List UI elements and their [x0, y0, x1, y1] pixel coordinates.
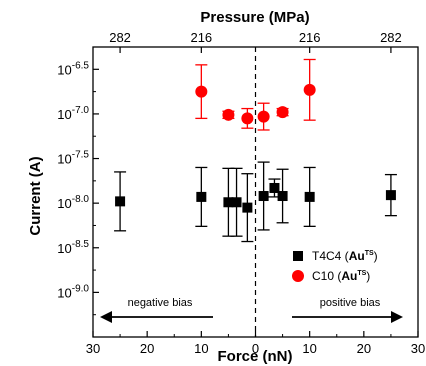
- data-point-0-1: [196, 191, 207, 202]
- y-tick-label-3: 10-8.0: [57, 194, 89, 211]
- top-axis-title: Pressure (MPa): [200, 9, 309, 26]
- x-tick-label-4: 10: [302, 341, 316, 356]
- legend-marker-0: [293, 251, 303, 261]
- data-point-0-3: [231, 197, 242, 208]
- x2-tick-label-2: 216: [299, 30, 321, 45]
- x-tick-label-1: 20: [140, 341, 154, 356]
- x2-tick-label-3: 282: [380, 30, 402, 45]
- x-tick-label-5: 20: [357, 341, 371, 356]
- data-point-0-9: [385, 190, 396, 201]
- annotation-positive-bias: positive bias: [320, 297, 381, 309]
- annotation-layer: negative bias positive bias: [100, 297, 403, 323]
- data-point-0-4: [242, 202, 253, 213]
- data-point-1-1: [222, 108, 235, 121]
- data-point-1-2: [241, 112, 254, 125]
- data-point-0-2: [223, 197, 234, 208]
- bottom-axis-title: Force (nN): [218, 348, 293, 365]
- x-tick-label-3: 0: [252, 341, 259, 356]
- data-point-0-0: [115, 196, 126, 207]
- y-tick-label-0: 10-6.5: [57, 60, 89, 77]
- x2-tick-label-0: 282: [109, 30, 131, 45]
- plot-frame: [92, 46, 419, 338]
- x-tick-label-2: 10: [194, 341, 208, 356]
- data-point-0-7: [277, 191, 288, 202]
- tick-layer: 30 20 10 0 10 20 30 282 216 216 282 10-6.5 10-7.0 10-…: [57, 30, 425, 356]
- x-tick-label-6: 30: [411, 341, 425, 356]
- annotation-negative-bias: negative bias: [128, 297, 193, 309]
- x2-tick-label-1: 216: [190, 30, 212, 45]
- legend-marker-1: [292, 270, 304, 282]
- arrow-left-head: [100, 311, 112, 323]
- data-point-1-4: [276, 106, 289, 119]
- y-axis-title: Current (A): [27, 156, 44, 235]
- marker-layer: [115, 83, 396, 213]
- legend: T4C4 (AuTS) C10 (AuTS): [292, 249, 378, 283]
- data-point-1-5: [303, 83, 316, 96]
- data-point-1-3: [257, 110, 270, 123]
- legend-label-1: C10 (AuTS): [312, 269, 370, 283]
- data-point-1-0: [195, 85, 208, 98]
- y-tick-label-2: 10-7.5: [57, 150, 89, 167]
- data-point-0-8: [304, 191, 315, 202]
- arrow-right-head: [391, 311, 403, 323]
- data-point-0-6: [269, 182, 280, 193]
- data-point-0-5: [258, 191, 269, 202]
- x-tick-label-0: 30: [86, 341, 100, 356]
- y-tick-label-5: 10-9.0: [57, 283, 89, 300]
- legend-label-0: T4C4 (AuTS): [312, 249, 378, 263]
- y-tick-label-1: 10-7.0: [57, 105, 89, 122]
- y-tick-label-4: 10-8.5: [57, 239, 89, 256]
